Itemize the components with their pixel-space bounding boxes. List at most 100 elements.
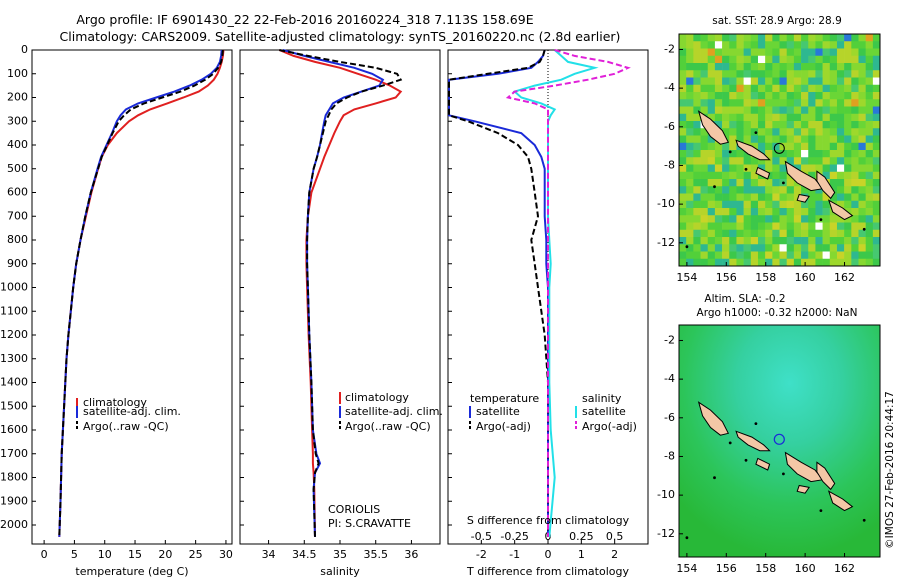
sst-cell: [815, 113, 823, 122]
sst-cell: [743, 128, 752, 136]
sst-cell: [750, 237, 759, 245]
sst-cell: [844, 99, 852, 107]
sst-cell: [851, 150, 859, 158]
sst-cell: [693, 200, 701, 209]
sst-cell: [700, 106, 709, 115]
sst-cell: [801, 157, 809, 165]
sst-cell: [693, 258, 701, 267]
sst-cell: [786, 99, 795, 107]
sst-cell: [815, 150, 823, 158]
sst-cell: [858, 164, 866, 173]
sst-cell: [851, 41, 859, 49]
sst-cell: [736, 237, 744, 245]
sst-cell: [829, 70, 838, 78]
sst-cell: [829, 92, 838, 100]
sst-cell: [872, 164, 881, 173]
sst-cell: [679, 128, 687, 136]
sst-cell: [693, 215, 701, 223]
sst-cell: [865, 135, 874, 144]
x-tick-label: 5: [71, 548, 78, 561]
sst-cell: [872, 121, 881, 129]
sst-cell: [872, 77, 881, 86]
sst-cell: [772, 48, 780, 57]
sst-cell: [801, 150, 809, 158]
sst-cell: [808, 171, 816, 180]
sst-cell: [772, 84, 780, 93]
s-diff-tick-label: -0.5: [471, 530, 492, 543]
sst-cell: [772, 237, 780, 245]
sst-cell: [693, 48, 701, 57]
sst-cell: [815, 157, 823, 165]
sst-cell: [750, 99, 759, 107]
sst-cell: [851, 142, 859, 151]
sst-cell: [743, 157, 752, 165]
sst-cell: [815, 229, 823, 238]
sst-cell: [757, 157, 766, 165]
depth-tick-label: 1200: [0, 328, 28, 341]
sst-cell: [765, 157, 773, 165]
sst-cell: [851, 55, 859, 64]
sst-cell: [844, 121, 852, 129]
sst-cell: [750, 142, 759, 151]
sst-cell: [779, 208, 787, 216]
sst-cell: [686, 63, 694, 71]
sst-cell: [765, 179, 773, 187]
sst-cell: [700, 135, 709, 144]
sst-cell: [729, 128, 737, 136]
sst-cell: [865, 229, 874, 238]
sst-cell: [743, 135, 752, 144]
sst-cell: [844, 244, 852, 252]
sst-cell: [801, 41, 809, 49]
sst-cell: [700, 63, 709, 71]
sst-cell: [793, 77, 802, 86]
sst-cell: [801, 128, 809, 136]
sst-cell: [707, 48, 716, 57]
sst-cell: [772, 229, 780, 238]
sst-cell: [793, 55, 802, 64]
sst-cell: [700, 208, 709, 216]
depth-tick-label: 200: [7, 91, 28, 104]
sst-cell: [801, 63, 809, 71]
sst-cell: [772, 164, 780, 173]
sst-cell: [851, 128, 859, 136]
sst-cell: [793, 92, 802, 100]
sst-cell: [808, 237, 816, 245]
sst-cell: [679, 70, 687, 78]
sst-cell: [750, 84, 759, 93]
sst-cell: [736, 251, 744, 260]
sst-cell: [729, 34, 737, 42]
diff-legend-s-argo: Argo(-adj): [582, 420, 637, 433]
sst-cell: [793, 106, 802, 115]
sst-cell: [815, 251, 823, 260]
sst-cell: [851, 84, 859, 93]
sst-cell: [757, 48, 766, 57]
sst-cell: [707, 251, 716, 260]
sst-cell: [750, 128, 759, 136]
sst-cell: [700, 237, 709, 245]
sst-cell: [772, 70, 780, 78]
sst-cell: [779, 251, 787, 260]
sst-cell: [779, 150, 787, 158]
sst-cell: [757, 215, 766, 223]
sst-cell: [815, 106, 823, 115]
sst-cell: [729, 258, 737, 267]
sst-cell: [815, 63, 823, 71]
depth-tick-label: 1100: [0, 304, 28, 317]
sst-cell: [722, 34, 730, 42]
sst-cell: [765, 99, 773, 107]
sst-cell: [786, 84, 795, 93]
sst-cell: [786, 142, 795, 151]
sst-cell: [693, 244, 701, 252]
series-line-1: [505, 49, 631, 537]
islet: [782, 472, 785, 476]
sst-cell: [865, 208, 874, 216]
sst-cell: [858, 237, 866, 245]
sst-cell: [829, 121, 838, 129]
sst-cell: [772, 244, 780, 252]
sst-cell: [822, 150, 831, 158]
sst-cell: [815, 142, 823, 151]
salinity-axes-frame: [239, 49, 441, 545]
sst-cell: [686, 99, 694, 107]
sst-cell: [736, 92, 744, 100]
sst-cell: [836, 99, 845, 107]
